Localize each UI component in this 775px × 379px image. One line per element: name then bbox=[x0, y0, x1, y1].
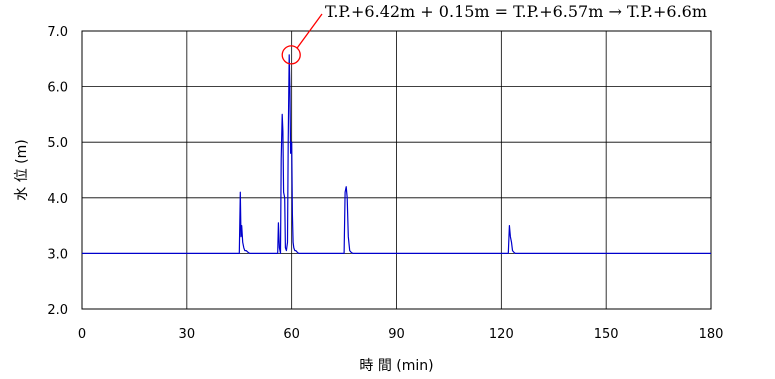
y-tick-label: 7.0 bbox=[47, 25, 68, 40]
x-tick-label: 150 bbox=[594, 327, 619, 342]
x-tick-label: 60 bbox=[283, 327, 300, 342]
annotation-leader-line bbox=[296, 13, 323, 49]
y-axis-label: 水 位 (m) bbox=[14, 139, 30, 200]
x-axis-ticks: 0 30 60 90 120 150 180 bbox=[78, 327, 724, 342]
x-tick-label: 180 bbox=[699, 327, 724, 342]
series-group bbox=[82, 54, 711, 254]
y-tick-label: 2.0 bbox=[47, 303, 68, 318]
peak-highlight-circle bbox=[281, 45, 301, 65]
x-tick-label: 30 bbox=[179, 327, 196, 342]
x-tick-label: 0 bbox=[78, 327, 86, 342]
y-tick-label: 3.0 bbox=[47, 247, 68, 262]
y-tick-label: 4.0 bbox=[47, 192, 68, 207]
grid bbox=[82, 31, 711, 309]
y-tick-label: 5.0 bbox=[47, 136, 68, 151]
x-tick-label: 90 bbox=[388, 327, 405, 342]
annotation-text: T.P.+6.42m + 0.15m = T.P.+6.57m → T.P.+6… bbox=[325, 2, 707, 21]
x-tick-label: 120 bbox=[489, 327, 514, 342]
plot-frame bbox=[81, 30, 712, 310]
y-axis-ticks: 2.0 3.0 4.0 5.0 6.0 7.0 bbox=[47, 25, 68, 318]
y-tick-label: 6.0 bbox=[47, 81, 68, 96]
water-level-series-line bbox=[82, 54, 711, 254]
x-axis-label: 時 間 (min) bbox=[359, 358, 433, 374]
